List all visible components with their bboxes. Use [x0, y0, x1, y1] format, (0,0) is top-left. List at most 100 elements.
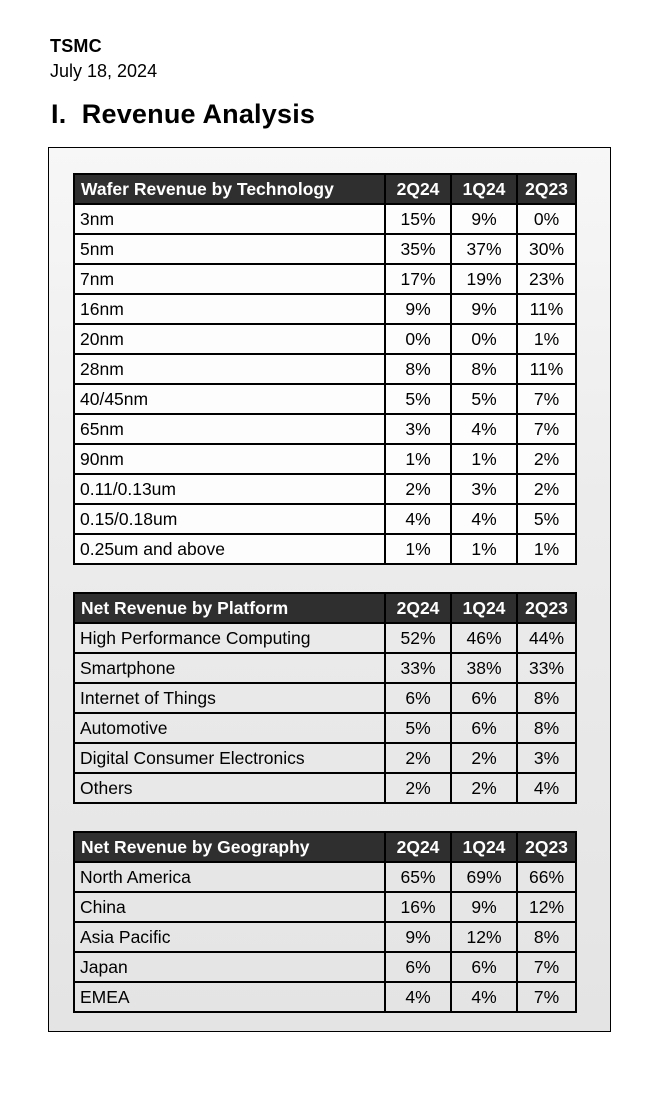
row-label: 0.25um and above — [73, 533, 386, 565]
value-cell: 1% — [384, 443, 452, 475]
value-cell: 66% — [516, 861, 577, 893]
table-header-row: Net Revenue by Geography 2Q24 1Q24 2Q23 — [73, 831, 577, 863]
value-cell: 65% — [384, 861, 452, 893]
value-cell: 38% — [450, 652, 518, 684]
value-cell: 1% — [450, 533, 518, 565]
row-label: 16nm — [73, 293, 386, 325]
value-cell: 8% — [516, 712, 577, 744]
value-cell: 37% — [450, 233, 518, 265]
section-title: I. Revenue Analysis — [51, 99, 316, 129]
value-cell: 6% — [384, 951, 452, 983]
row-label: 65nm — [73, 413, 386, 445]
value-cell: 9% — [450, 891, 518, 923]
value-cell: 4% — [450, 413, 518, 445]
value-cell: 12% — [450, 921, 518, 953]
value-cell: 3% — [384, 413, 452, 445]
column-header-1q24: 1Q24 — [450, 592, 518, 624]
value-cell: 2% — [384, 772, 452, 804]
table-row: 7nm 17% 19% 23% — [73, 263, 577, 295]
value-cell: 0% — [384, 323, 452, 355]
table-row: 20nm 0% 0% 1% — [73, 323, 577, 355]
value-cell: 7% — [516, 981, 577, 1013]
value-cell: 6% — [450, 951, 518, 983]
row-label: Japan — [73, 951, 386, 983]
table-row: Others 2% 2% 4% — [73, 772, 577, 804]
table-title: Net Revenue by Geography — [73, 831, 386, 863]
table-row: 90nm 1% 1% 2% — [73, 443, 577, 475]
row-label: 0.15/0.18um — [73, 503, 386, 535]
table-row: China 16% 9% 12% — [73, 891, 577, 923]
row-label: Automotive — [73, 712, 386, 744]
value-cell: 9% — [450, 203, 518, 235]
row-label: High Performance Computing — [73, 622, 386, 654]
row-label: 28nm — [73, 353, 386, 385]
value-cell: 8% — [516, 682, 577, 714]
value-cell: 19% — [450, 263, 518, 295]
table-title: Wafer Revenue by Technology — [73, 173, 386, 205]
value-cell: 23% — [516, 263, 577, 295]
value-cell: 2% — [384, 473, 452, 505]
row-label: 3nm — [73, 203, 386, 235]
table-row: Smartphone 33% 38% 33% — [73, 652, 577, 684]
row-label: 20nm — [73, 323, 386, 355]
value-cell: 11% — [516, 353, 577, 385]
column-header-2q23: 2Q23 — [516, 173, 577, 205]
value-cell: 9% — [384, 921, 452, 953]
value-cell: 2% — [384, 742, 452, 774]
value-cell: 5% — [384, 383, 452, 415]
value-cell: 1% — [516, 323, 577, 355]
table-row: North America 65% 69% 66% — [73, 861, 577, 893]
table-row: 0.15/0.18um 4% 4% 5% — [73, 503, 577, 535]
value-cell: 6% — [450, 712, 518, 744]
wafer-revenue-by-technology-table: Wafer Revenue by Technology 2Q24 1Q24 2Q23 3… — [73, 173, 577, 565]
value-cell: 17% — [384, 263, 452, 295]
net-revenue-by-platform-table: Net Revenue by Platform 2Q24 1Q24 2Q23 High … — [73, 592, 577, 804]
value-cell: 4% — [450, 503, 518, 535]
row-label: 5nm — [73, 233, 386, 265]
value-cell: 16% — [384, 891, 452, 923]
value-cell: 46% — [450, 622, 518, 654]
table-row: 5nm 35% 37% 30% — [73, 233, 577, 265]
value-cell: 7% — [516, 413, 577, 445]
row-label: EMEA — [73, 981, 386, 1013]
company-name: TSMC — [50, 36, 102, 56]
table-row: 16nm 9% 9% 11% — [73, 293, 577, 325]
value-cell: 69% — [450, 861, 518, 893]
column-header-2q24: 2Q24 — [384, 592, 452, 624]
table-row: 0.25um and above 1% 1% 1% — [73, 533, 577, 565]
table-header-row: Wafer Revenue by Technology 2Q24 1Q24 2Q23 — [73, 173, 577, 205]
value-cell: 8% — [516, 921, 577, 953]
row-label: 7nm — [73, 263, 386, 295]
column-header-1q24: 1Q24 — [450, 173, 518, 205]
value-cell: 7% — [516, 383, 577, 415]
value-cell: 8% — [450, 353, 518, 385]
value-cell: 4% — [450, 981, 518, 1013]
value-cell: 6% — [450, 682, 518, 714]
value-cell: 8% — [384, 353, 452, 385]
column-header-2q24: 2Q24 — [384, 173, 452, 205]
row-label: China — [73, 891, 386, 923]
table-row: Internet of Things 6% 6% 8% — [73, 682, 577, 714]
value-cell: 5% — [450, 383, 518, 415]
value-cell: 44% — [516, 622, 577, 654]
value-cell: 6% — [384, 682, 452, 714]
row-label: 0.11/0.13um — [73, 473, 386, 505]
table-row: 65nm 3% 4% 7% — [73, 413, 577, 445]
value-cell: 7% — [516, 951, 577, 983]
table-row: Automotive 5% 6% 8% — [73, 712, 577, 744]
row-label: Smartphone — [73, 652, 386, 684]
value-cell: 11% — [516, 293, 577, 325]
value-cell: 0% — [516, 203, 577, 235]
value-cell: 3% — [450, 473, 518, 505]
table-header-row: Net Revenue by Platform 2Q24 1Q24 2Q23 — [73, 592, 577, 624]
value-cell: 2% — [450, 742, 518, 774]
value-cell: 33% — [516, 652, 577, 684]
table-row: High Performance Computing 52% 46% 44% — [73, 622, 577, 654]
value-cell: 3% — [516, 742, 577, 774]
value-cell: 1% — [384, 533, 452, 565]
table-row: 28nm 8% 8% 11% — [73, 353, 577, 385]
value-cell: 2% — [516, 443, 577, 475]
row-label: Digital Consumer Electronics — [73, 742, 386, 774]
table-row: EMEA 4% 4% 7% — [73, 981, 577, 1013]
